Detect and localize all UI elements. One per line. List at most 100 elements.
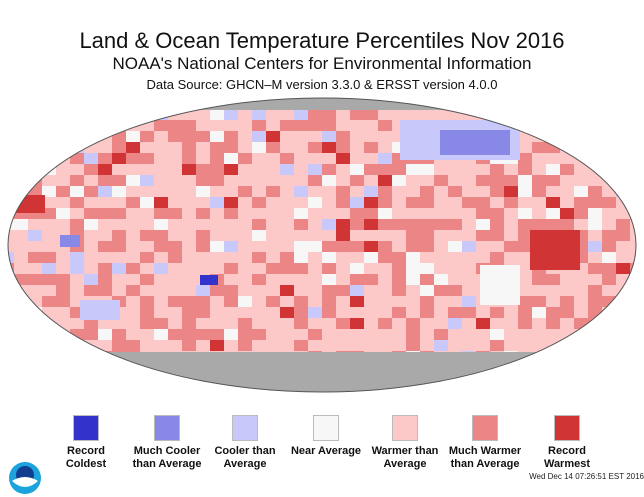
map-cell — [84, 208, 98, 219]
map-cell — [196, 186, 210, 197]
map-cell — [56, 186, 70, 197]
legend-label: Much Warmer than Average — [448, 445, 522, 470]
map-cell — [588, 120, 602, 131]
map-cell — [168, 208, 182, 219]
map-title: Land & Ocean Temperature Percentiles Nov… — [79, 28, 565, 53]
map-cell — [224, 142, 238, 153]
map-cell — [84, 329, 98, 340]
legend-label: Record Warmest — [543, 445, 591, 470]
map-cell — [336, 153, 350, 164]
map-cell — [392, 153, 406, 164]
map-cell — [168, 120, 182, 131]
map-cell — [462, 197, 476, 208]
map-cell — [490, 98, 504, 109]
map-cell — [322, 263, 336, 274]
legend-swatch — [554, 415, 580, 441]
map-cell — [490, 230, 504, 241]
map-cell — [574, 208, 588, 219]
map-cell — [364, 142, 378, 153]
map-cell — [574, 186, 588, 197]
map-cell — [420, 263, 434, 274]
map-cell — [196, 230, 210, 241]
map-cell — [588, 208, 602, 219]
legend-swatch — [73, 415, 99, 441]
map-cell — [252, 252, 266, 263]
map-cell — [448, 241, 462, 252]
map-cell — [440, 130, 510, 155]
map-cell — [518, 153, 532, 164]
map-cell — [322, 131, 336, 142]
map-cell — [56, 131, 70, 142]
map-cell — [364, 274, 378, 285]
map-cell — [434, 329, 448, 340]
map-cell — [588, 340, 602, 351]
map-cell — [588, 285, 602, 296]
map-cell — [238, 296, 252, 307]
map-cell — [280, 153, 294, 164]
map-cell — [546, 351, 560, 362]
map-cell — [210, 142, 224, 153]
map-cell — [546, 197, 560, 208]
map-cell — [392, 285, 406, 296]
map-cell — [42, 186, 56, 197]
map-cell — [490, 164, 504, 175]
map-cell — [462, 241, 476, 252]
map-cell — [518, 109, 532, 120]
map-cell — [532, 274, 546, 285]
map-cell — [70, 252, 84, 263]
map-cell — [112, 340, 126, 351]
map-cell — [518, 296, 532, 307]
map-cell — [98, 263, 112, 274]
map-cell — [308, 175, 322, 186]
legend-swatch — [472, 415, 498, 441]
map-cell — [546, 307, 560, 318]
map-cell — [294, 241, 308, 252]
map-cell — [406, 274, 420, 285]
map-cell — [406, 329, 420, 340]
map-cell — [420, 197, 434, 208]
legend-swatch — [154, 415, 180, 441]
map-cell — [8, 285, 14, 296]
map-cell — [294, 219, 308, 230]
map-cell — [112, 120, 126, 131]
map-cell — [420, 296, 434, 307]
map-cell — [406, 164, 420, 175]
map-cell — [364, 164, 378, 175]
map-cell — [378, 153, 392, 164]
map-cell — [336, 241, 350, 252]
map-cell — [490, 307, 504, 318]
map-cell — [14, 120, 28, 131]
map-cell — [210, 109, 224, 120]
map-cell — [350, 219, 364, 230]
map-cell — [546, 142, 560, 153]
map-cell — [182, 131, 196, 142]
map-cell — [448, 307, 462, 318]
map-cell — [406, 219, 420, 230]
map-cell — [210, 197, 224, 208]
map-cell — [350, 109, 364, 120]
map-cell — [560, 296, 574, 307]
map-cell — [238, 329, 252, 340]
map-cell — [28, 252, 42, 263]
map-cell — [168, 296, 182, 307]
map-cell — [126, 109, 140, 120]
map-cell — [56, 98, 70, 109]
map-cell — [266, 131, 280, 142]
map-cell — [462, 296, 476, 307]
map-cell — [70, 175, 84, 186]
map-cell — [336, 197, 350, 208]
map-cell — [196, 208, 210, 219]
map-cell — [126, 131, 140, 142]
map-cell — [602, 296, 616, 307]
map-cell — [588, 131, 602, 142]
map-cell — [588, 142, 602, 153]
map-cell — [616, 351, 630, 362]
map-cell — [42, 340, 56, 351]
map-cell — [84, 285, 98, 296]
map-cell — [448, 98, 462, 109]
map-cell — [224, 241, 238, 252]
map-cell — [546, 219, 560, 230]
map-cell — [308, 307, 322, 318]
map-cell — [196, 307, 210, 318]
map-cell — [518, 318, 532, 329]
